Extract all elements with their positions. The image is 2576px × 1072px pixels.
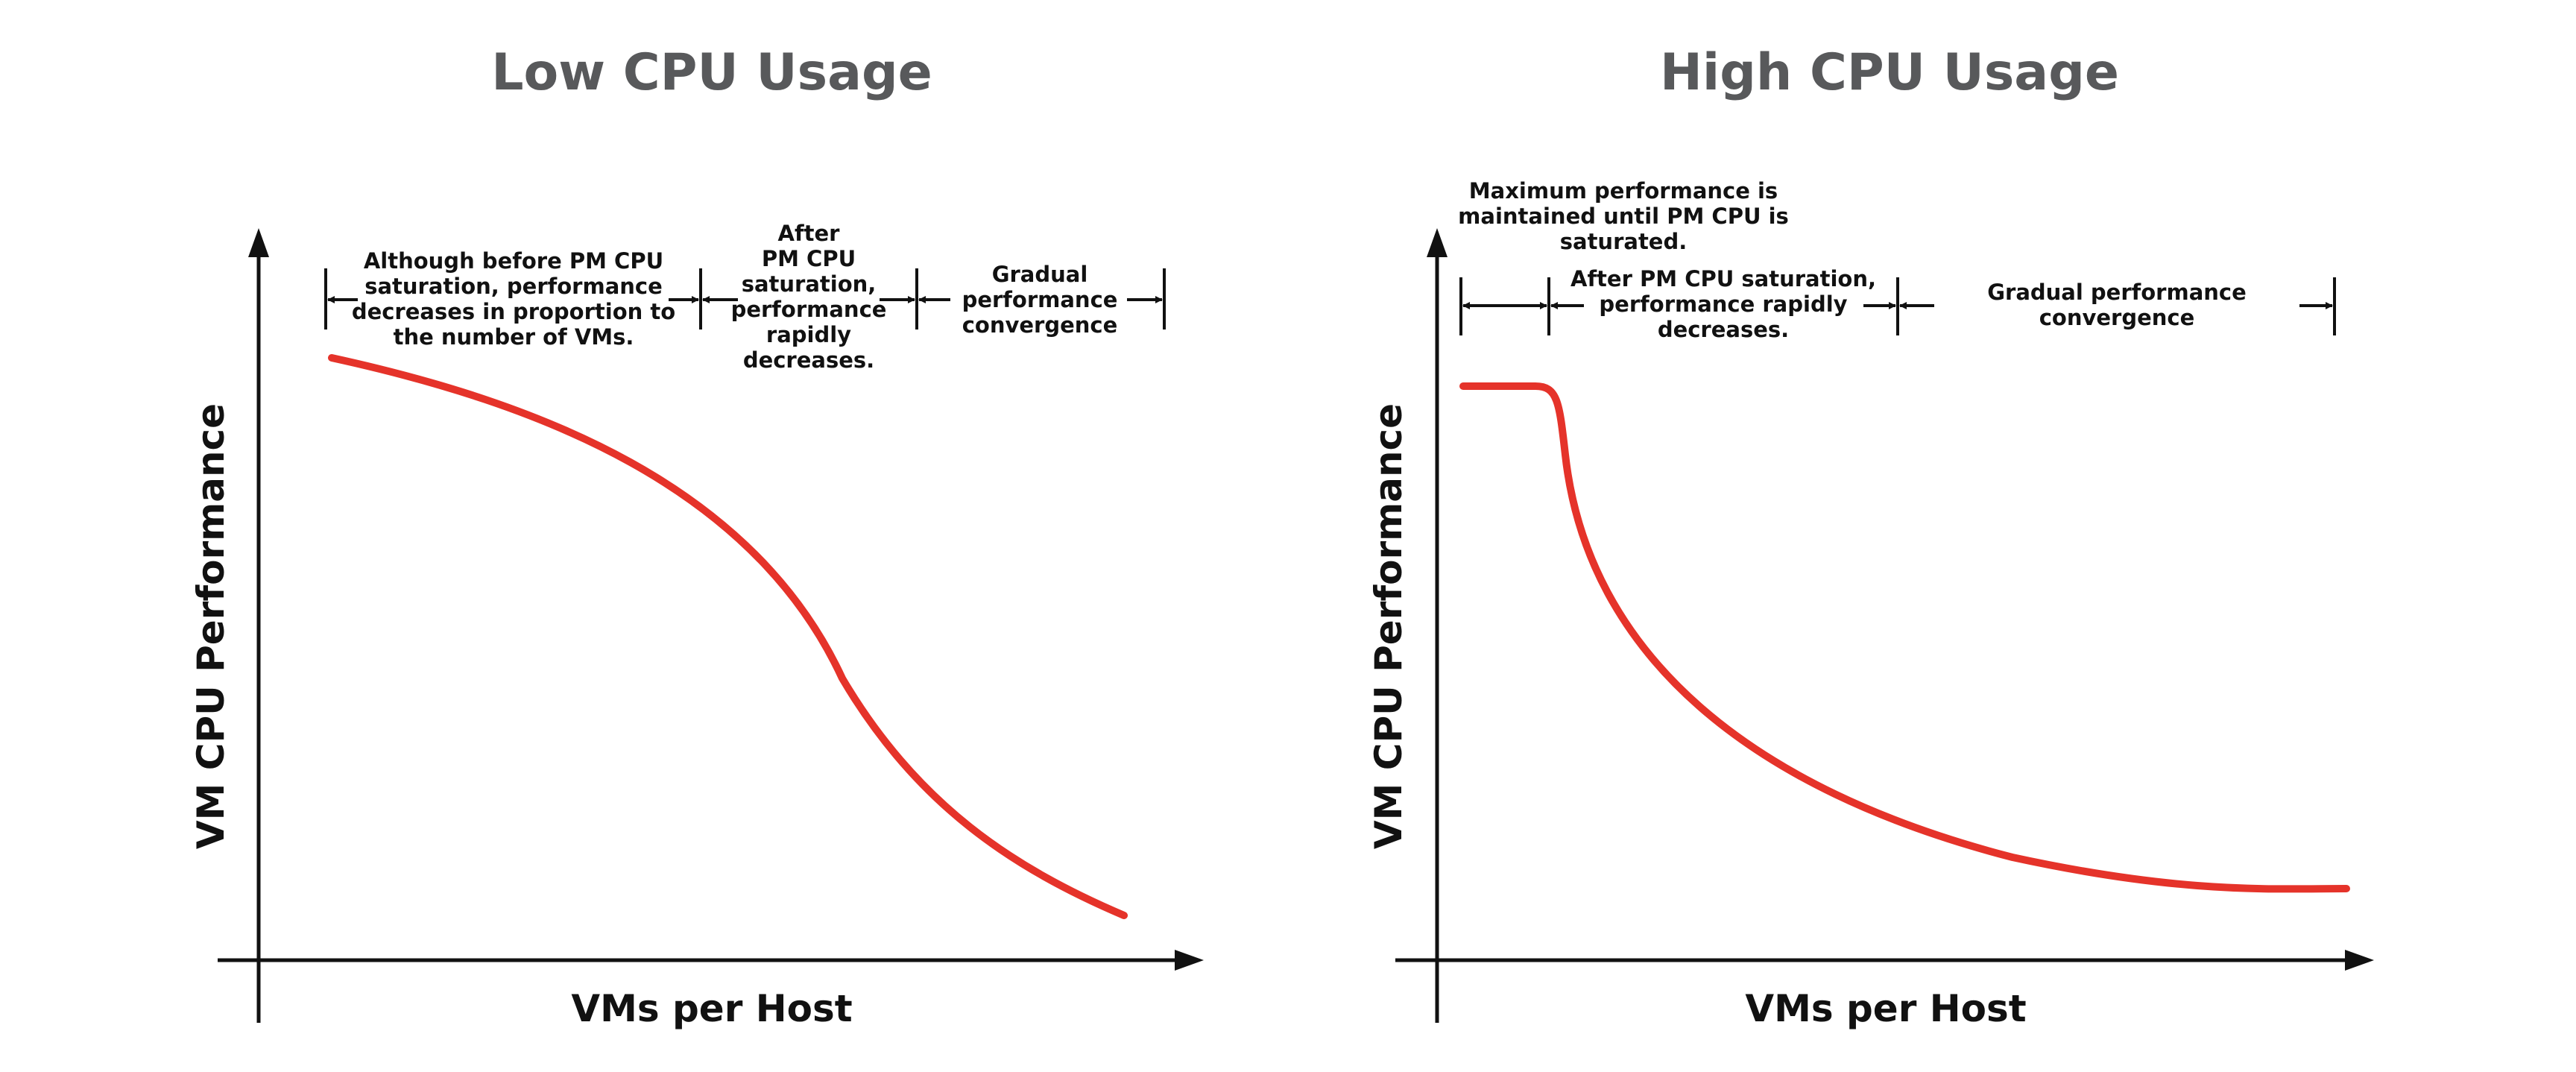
annotation-line: saturation, performance	[364, 274, 663, 299]
annotation-line: performance rapidly	[1599, 291, 1847, 317]
annotation-line: PM CPU	[762, 246, 856, 271]
annotation-line: performance	[962, 287, 1118, 312]
annotation-line: rapidly	[766, 322, 851, 347]
panel-high-cpu: High CPU Usage VMs per Host VM CPU Perfo…	[1367, 43, 2374, 1030]
y-axis-label: VM CPU Performance	[189, 403, 233, 849]
annotation-line: maintained until PM CPU is	[1458, 204, 1789, 229]
region-boundaries	[1459, 277, 2336, 335]
annotation-region-1: Maximum performance is maintained until P…	[1458, 178, 1789, 254]
annotation-line: Maximum performance is	[1469, 178, 1778, 204]
x-axis-arrow-icon	[2345, 950, 2374, 971]
performance-curve	[328, 354, 1128, 919]
annotation-line: convergence	[2039, 305, 2195, 330]
x-axis-label: VMs per Host	[571, 987, 852, 1030]
annotation-line: Although before PM CPU	[364, 248, 663, 274]
region-boundaries	[324, 268, 1166, 330]
annotation-line: Gradual performance	[1987, 280, 2247, 305]
annotation-line: saturated.	[1560, 229, 1688, 254]
axes	[218, 228, 1204, 1023]
annotation-line: decreases in proportion to	[352, 299, 675, 324]
annotation-line: After PM CPU saturation,	[1570, 266, 1876, 291]
annotation-region-2: After PM CPU saturation, performance rapi…	[1570, 266, 1876, 342]
performance-curve	[1459, 382, 2350, 893]
annotation-line: decreases.	[743, 347, 874, 373]
annotation-line: performance	[731, 297, 887, 322]
annotation-region-1: Although before PM CPU saturation, perfor…	[352, 248, 675, 350]
panel-title: High CPU Usage	[1660, 43, 2119, 102]
y-axis-arrow-icon	[248, 228, 269, 257]
annotation-line: saturation,	[742, 271, 877, 297]
panel-title: Low CPU Usage	[491, 43, 932, 102]
annotation-region-2: After PM CPU saturation, performance rapidly…	[731, 221, 887, 373]
panel-low-cpu: Low CPU Usage VMs per Host VM CPU Perfor…	[189, 43, 1204, 1030]
annotation-region-3: Gradual performance convergence	[962, 262, 1118, 338]
annotation-region-3: Gradual performance convergence	[1987, 280, 2247, 330]
x-axis-label: VMs per Host	[1745, 987, 2026, 1030]
x-axis-arrow-icon	[1175, 950, 1204, 971]
annotation-line: the number of VMs.	[394, 324, 634, 350]
axes	[1395, 228, 2374, 1023]
y-axis-label: VM CPU Performance	[1367, 403, 1410, 849]
annotation-line: decreases.	[1658, 317, 1789, 342]
y-axis-arrow-icon	[1427, 228, 1448, 257]
annotation-line: convergence	[962, 312, 1118, 338]
annotation-line: Gradual	[992, 262, 1088, 287]
annotation-line: After	[778, 221, 841, 246]
